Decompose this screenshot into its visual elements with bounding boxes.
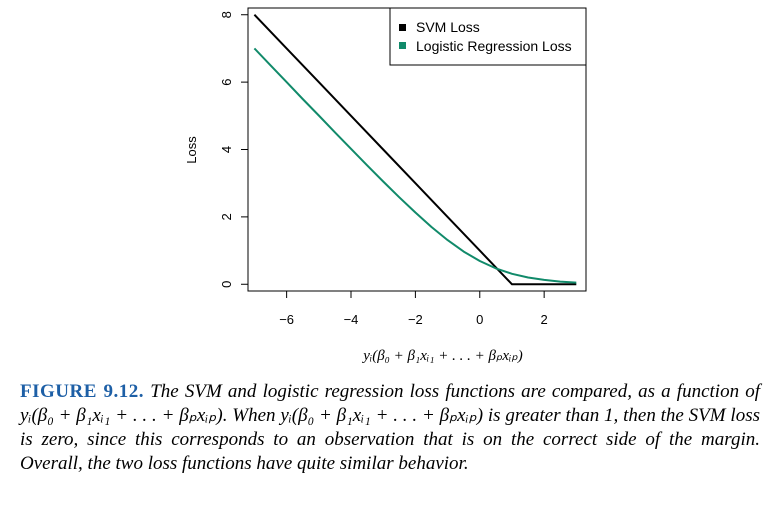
figure-caption: FIGURE 9.12. The SVM and logistic regres… (20, 380, 760, 476)
legend-label-svm: SVM Loss (416, 19, 480, 35)
y-tick-label: 2 (219, 213, 234, 220)
legend-box (389, 7, 587, 66)
x-tick-label: −4 (344, 312, 359, 327)
figure-caption-text: The SVM and logistic regression loss fun… (20, 381, 760, 474)
figure-label: FIGURE 9.12. (20, 381, 145, 402)
legend-swatch-logistic (399, 42, 406, 49)
y-tick-label: 6 (219, 79, 234, 86)
y-tick-label: 8 (219, 11, 234, 18)
series-layer (253, 14, 577, 286)
y-axis-title: Loss (184, 136, 199, 164)
x-tick-label: −2 (408, 312, 423, 327)
x-axis-title: yᵢ(β₀ + β₁xᵢ₁ + . . . + βₚxᵢₚ) (361, 348, 523, 364)
y-tick-label: 0 (219, 281, 234, 288)
x-tick-label: 0 (476, 312, 483, 327)
x-axis: −6 −4 −2 0 2 (279, 291, 548, 327)
series-line-0 (253, 14, 577, 286)
legend-swatch-svm (399, 24, 406, 31)
loss-chart: −6 −4 −2 0 2 0 2 4 6 8 Loss yᵢ(β₀ + β₁xᵢ₁ + . . … (184, 7, 587, 364)
legend-label-logistic: Logistic Regression Loss (416, 38, 572, 54)
y-axis: 0 2 4 6 8 (219, 11, 248, 288)
x-tick-label: 2 (541, 312, 548, 327)
y-tick-label: 4 (219, 146, 234, 153)
legend: SVM Loss Logistic Regression Loss (389, 7, 587, 66)
x-tick-label: −6 (279, 312, 294, 327)
series-line-1 (253, 47, 577, 284)
